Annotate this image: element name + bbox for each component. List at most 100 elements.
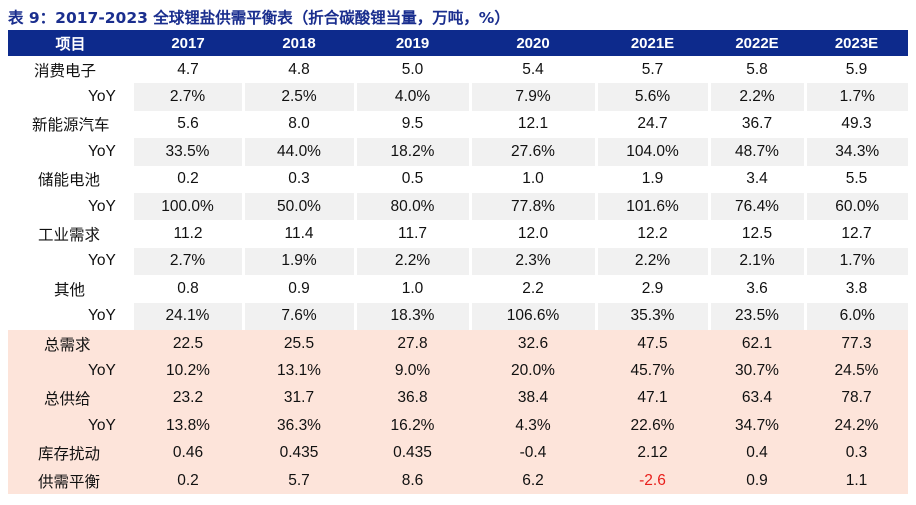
header-cell: 2019 bbox=[355, 30, 470, 56]
value-cell: 9.0% bbox=[355, 357, 470, 385]
value-cell: 2.5% bbox=[241, 83, 355, 111]
value-cell: 30.7% bbox=[709, 357, 805, 385]
row-label: 储能电池 bbox=[8, 165, 133, 193]
value-cell: 0.3 bbox=[243, 165, 355, 193]
table-row: 其他 0.8 0.9 1.0 2.2 2.9 3.6 3.8 bbox=[8, 275, 908, 303]
value-cell: 3.4 bbox=[709, 165, 805, 193]
value-cell: 6.2 bbox=[470, 466, 596, 495]
row-label: YoY bbox=[8, 192, 133, 221]
table-row: YoY 33.5% 44.0% 18.2% 27.6% 104.0% 48.7%… bbox=[8, 138, 908, 166]
value-cell: 8.0 bbox=[243, 110, 355, 139]
value-cell: 104.0% bbox=[594, 138, 709, 166]
value-cell: 0.4 bbox=[709, 439, 805, 467]
value-cell: 2.9 bbox=[596, 275, 709, 303]
value-cell: 5.7 bbox=[596, 56, 709, 84]
value-cell: 0.46 bbox=[133, 439, 243, 467]
value-cell: 47.5 bbox=[596, 329, 709, 358]
value-cell: 100.0% bbox=[132, 192, 243, 221]
table-row: 工业需求 11.2 11.4 11.7 12.0 12.2 12.5 12.7 bbox=[8, 220, 908, 248]
value-cell: 13.8% bbox=[133, 412, 243, 440]
value-cell: 4.0% bbox=[353, 83, 470, 111]
value-cell: 0.8 bbox=[133, 275, 243, 303]
value-cell: 0.9 bbox=[709, 466, 805, 495]
value-cell: 12.0 bbox=[470, 220, 596, 248]
row-label: 总供给 bbox=[8, 384, 133, 413]
value-cell: 1.7% bbox=[803, 83, 908, 111]
value-cell: 5.4 bbox=[470, 56, 596, 84]
row-label: YoY bbox=[8, 302, 133, 330]
value-cell: 18.2% bbox=[353, 138, 470, 166]
value-cell: -0.4 bbox=[470, 439, 596, 467]
value-cell: 34.7% bbox=[709, 412, 805, 440]
header-cell: 2023E bbox=[805, 30, 908, 56]
value-cell: 48.7% bbox=[707, 138, 805, 166]
value-cell: 2.3% bbox=[468, 247, 596, 276]
row-label: YoY bbox=[8, 138, 133, 166]
value-cell: 2.2% bbox=[707, 83, 805, 111]
value-cell: 5.9 bbox=[805, 56, 908, 84]
value-cell: 2.7% bbox=[132, 83, 243, 111]
supply-demand-table: 项目 2017 2018 2019 2020 2021E 2022E 2023E… bbox=[8, 30, 908, 495]
table-row: YoY 13.8% 36.3% 16.2% 4.3% 22.6% 34.7% 2… bbox=[8, 412, 908, 440]
value-cell: 77.8% bbox=[468, 192, 596, 221]
value-cell: 1.0 bbox=[355, 275, 470, 303]
value-cell: 4.7 bbox=[133, 56, 243, 84]
value-cell: 36.3% bbox=[243, 412, 355, 440]
value-cell: 5.7 bbox=[243, 466, 355, 495]
table-row: 消费电子 4.7 4.8 5.0 5.4 5.7 5.8 5.9 bbox=[8, 56, 908, 84]
value-cell: 44.0% bbox=[241, 138, 355, 166]
value-cell: 24.2% bbox=[805, 412, 908, 440]
value-cell: 1.0 bbox=[470, 165, 596, 193]
value-cell: 13.1% bbox=[243, 357, 355, 385]
value-cell: 8.6 bbox=[355, 466, 470, 495]
value-cell: 47.1 bbox=[596, 384, 709, 413]
value-cell: 12.5 bbox=[709, 220, 805, 248]
header-cell: 项目 bbox=[8, 30, 133, 56]
value-cell: 0.5 bbox=[355, 165, 470, 193]
value-cell: 7.6% bbox=[241, 302, 355, 330]
value-cell: 11.2 bbox=[133, 220, 243, 248]
row-label: 库存扰动 bbox=[8, 439, 133, 467]
value-cell: 22.6% bbox=[596, 412, 709, 440]
value-cell: 22.5 bbox=[133, 329, 243, 358]
value-cell: 25.5 bbox=[243, 329, 355, 358]
value-cell: 0.2 bbox=[133, 165, 243, 193]
value-cell: 106.6% bbox=[468, 302, 596, 330]
value-cell: 5.8 bbox=[709, 56, 805, 84]
value-cell: 24.1% bbox=[132, 302, 243, 330]
value-cell: 0.435 bbox=[355, 439, 470, 467]
value-cell: 5.5 bbox=[805, 165, 908, 193]
row-label: 其他 bbox=[8, 275, 133, 303]
header-cell: 2022E bbox=[709, 30, 805, 56]
value-cell: 0.2 bbox=[133, 466, 243, 495]
value-cell: 49.3 bbox=[805, 110, 908, 139]
value-cell: 33.5% bbox=[132, 138, 243, 166]
value-cell: 62.1 bbox=[709, 329, 805, 358]
value-cell: 3.6 bbox=[709, 275, 805, 303]
row-label: YoY bbox=[8, 247, 133, 276]
value-cell: 9.5 bbox=[355, 110, 470, 139]
table-row: 总需求 22.5 25.5 27.8 32.6 47.5 62.1 77.3 bbox=[8, 329, 908, 358]
table-title: 表 9：2017-2023 全球锂盐供需平衡表（折合碳酸锂当量，万吨，%） bbox=[8, 9, 510, 27]
value-cell: 101.6% bbox=[594, 192, 709, 221]
value-cell: 12.1 bbox=[470, 110, 596, 139]
header-cell: 2017 bbox=[133, 30, 243, 56]
value-cell: 78.7 bbox=[805, 384, 908, 413]
row-label: YoY bbox=[8, 357, 133, 385]
negative-value-cell: -2.6 bbox=[596, 466, 709, 495]
table-row: YoY 24.1% 7.6% 18.3% 106.6% 35.3% 23.5% … bbox=[8, 302, 908, 330]
value-cell: 5.0 bbox=[355, 56, 470, 84]
value-cell: 63.4 bbox=[709, 384, 805, 413]
value-cell: 12.2 bbox=[596, 220, 709, 248]
value-cell: 11.4 bbox=[243, 220, 355, 248]
value-cell: 12.7 bbox=[805, 220, 908, 248]
value-cell: 1.1 bbox=[805, 466, 908, 495]
header-row: 项目 2017 2018 2019 2020 2021E 2022E 2023E bbox=[8, 30, 908, 56]
value-cell: 35.3% bbox=[594, 302, 709, 330]
value-cell: 1.9% bbox=[241, 247, 355, 276]
value-cell: 24.5% bbox=[805, 357, 908, 385]
value-cell: 36.7 bbox=[709, 110, 805, 139]
value-cell: 50.0% bbox=[241, 192, 355, 221]
value-cell: 45.7% bbox=[596, 357, 709, 385]
table-row: YoY 2.7% 2.5% 4.0% 7.9% 5.6% 2.2% 1.7% bbox=[8, 83, 908, 111]
